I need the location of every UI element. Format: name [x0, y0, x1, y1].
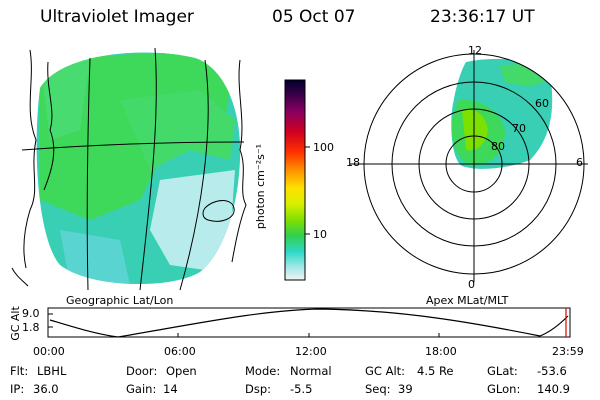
door-label: Door:: [126, 364, 158, 378]
mode-label: Mode:: [245, 364, 281, 378]
header-time: 23:36:17 UT: [430, 7, 535, 27]
colorbar: [284, 79, 310, 281]
gain-value: 14: [163, 382, 178, 396]
mlt-0-label: 0: [468, 278, 475, 291]
time-tick-1200: 12:00: [295, 345, 327, 358]
altitude-plot: [47, 307, 571, 338]
mlt-12-label: 12: [468, 44, 482, 57]
instrument-title: Ultraviolet Imager: [40, 7, 194, 27]
time-tick-1800: 18:00: [425, 345, 457, 358]
ip-value: 36.0: [33, 382, 59, 396]
seq-label: Seq:: [365, 382, 391, 396]
glon-value: 140.9: [537, 382, 570, 396]
glat-label: GLat:: [487, 364, 518, 378]
mlt-18-label: 18: [346, 156, 360, 169]
mode-value: Normal: [290, 364, 332, 378]
mlat-80-label: 80: [491, 140, 505, 153]
time-tick-2359: 23:59: [552, 345, 584, 358]
colorbar-tick-10: 10: [313, 228, 327, 241]
geo-map: [11, 47, 247, 291]
time-tick-0000: 00:00: [33, 345, 65, 358]
colorbar-unit-label: photon cm⁻²s⁻¹: [254, 143, 268, 230]
dsp-value: -5.5: [290, 382, 313, 396]
ip-label: IP:: [10, 382, 25, 396]
mlat-70-label: 70: [512, 122, 526, 135]
header-date: 05 Oct 07: [272, 7, 356, 27]
gain-label: Gain:: [126, 382, 157, 396]
mlt-6-label: 6: [576, 156, 583, 169]
flt-label: Flt:: [10, 364, 29, 378]
gcalt-label: GC Alt:: [365, 364, 406, 378]
dsp-label: Dsp:: [245, 382, 272, 396]
flt-value: LBHL: [37, 364, 67, 378]
gcalt-value: 4.5 Re: [417, 364, 454, 378]
time-tick-0600: 06:00: [164, 345, 196, 358]
altitude-ylabel: GC Alt: [8, 306, 22, 341]
altitude-ytick-9: 9.0: [22, 307, 40, 320]
glon-label: GLon:: [487, 382, 521, 396]
polar-plot: [350, 50, 588, 282]
mlat-60-label: 60: [535, 97, 549, 110]
door-value: Open: [166, 364, 197, 378]
colorbar-tick-100: 100: [313, 141, 334, 154]
geo-map-label: Geographic Lat/Lon: [66, 294, 174, 307]
seq-value: 39: [398, 382, 413, 396]
polar-map-label: Apex MLat/MLT: [426, 294, 509, 307]
glat-value: -53.6: [537, 364, 567, 378]
altitude-ytick-1-8: 1.8: [22, 321, 40, 334]
